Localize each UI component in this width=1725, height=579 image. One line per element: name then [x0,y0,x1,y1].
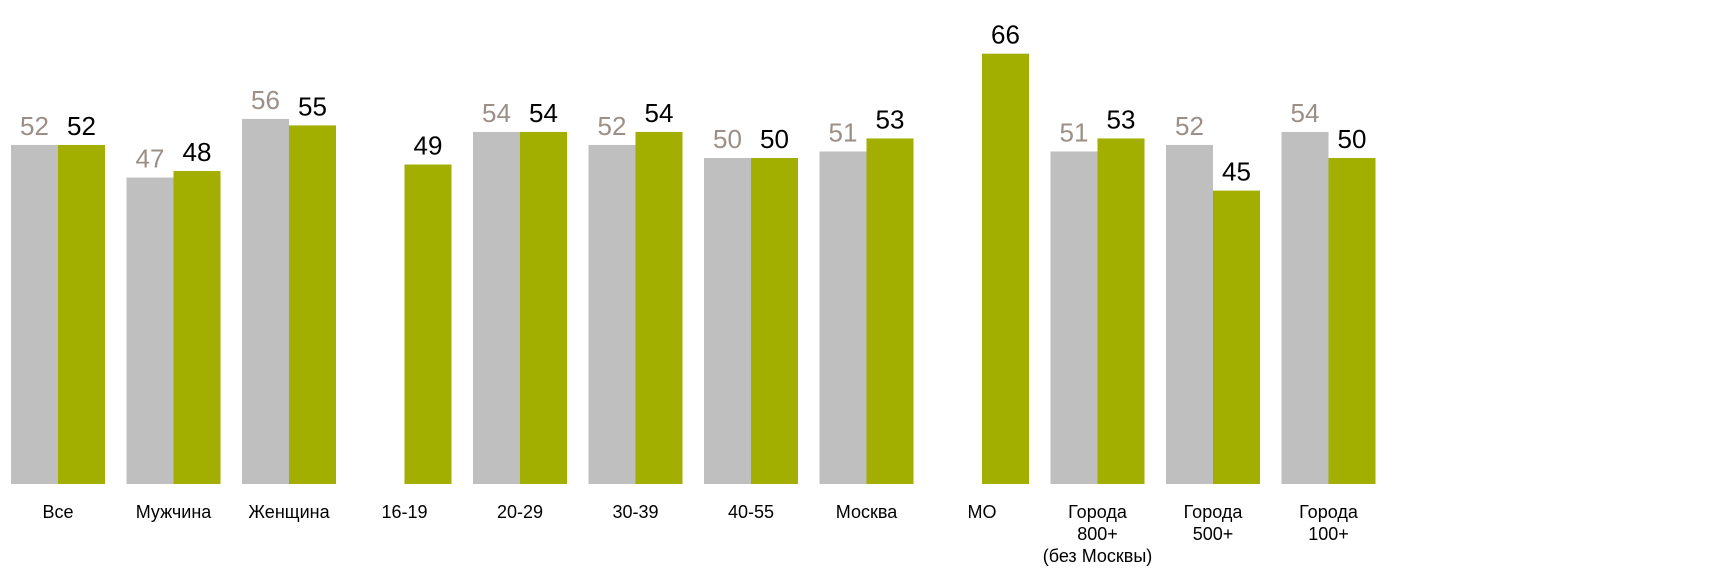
bar-region-0-series-2 [866,138,914,484]
value-label-age-2-series-2: 54 [645,98,674,128]
value-label-gender-0-series-1: 47 [136,144,165,174]
bar-region-2-series-1 [1050,151,1098,485]
bar-age-1-series-1 [473,131,520,485]
bar-age-2-series-1 [588,144,636,484]
category-label-gender-0-line-0: Мужчина [136,502,213,522]
category-label-region-0-line-0: Москва [836,502,898,522]
value-label-region-0-series-2: 53 [876,104,905,134]
category-label-region-3-line-0: Города [1184,502,1244,522]
category-label-region-3-line-1: 500+ [1193,524,1234,544]
bar-region-4-series-1 [1281,131,1329,485]
category-label-region-1-line-0: МО [968,502,997,522]
category-label-gender-1-line-0: Женщина [248,502,330,522]
bar-region-3-series-1 [1166,144,1213,484]
bar-age-3-series-2 [751,158,798,484]
bar-total-0-series-1 [11,144,58,484]
value-label-gender-0-series-2: 48 [183,137,212,167]
category-labels-layer: Все Мужчина Женщина 16-19 20-29 30-39 40-55 Мос… [42,502,1358,566]
value-label-region-1-series-2: 66 [991,20,1020,50]
bar-age-2-series-2 [635,131,683,485]
value-label-region-4-series-1: 54 [1291,98,1320,128]
category-label-region-4-line-1: 100+ [1308,524,1349,544]
value-label-age-1-series-2: 54 [529,98,558,128]
bar-region-2-series-2 [1097,138,1145,484]
category-label-age-2-line-0: 30-39 [612,502,658,522]
bar-total-0-series-2 [58,144,105,484]
bar-gender-1-series-1 [242,118,289,484]
bar-region-0-series-1 [819,151,867,485]
bar-gender-0-series-2 [173,171,221,485]
value-label-age-3-series-2: 50 [760,124,789,154]
value-label-region-3-series-2: 45 [1222,157,1251,187]
value-label-region-2-series-1: 51 [1060,117,1089,147]
category-label-age-3-line-0: 40-55 [728,502,774,522]
bar-gender-0-series-1 [126,177,174,484]
value-label-age-0-series-2: 49 [414,131,443,161]
category-label-age-0-line-0: 16-19 [381,502,427,522]
value-label-gender-1-series-1: 56 [251,85,280,115]
bar-age-1-series-2 [520,131,567,485]
value-label-region-2-series-2: 53 [1107,104,1136,134]
value-label-gender-1-series-2: 55 [298,91,327,121]
value-label-region-4-series-2: 50 [1338,124,1367,154]
category-label-region-2-line-2: (без Москвы) [1043,546,1153,566]
bar-region-1-series-2 [982,53,1029,485]
bars-layer [11,53,1376,485]
value-label-region-0-series-1: 51 [829,117,858,147]
value-label-age-2-series-1: 52 [598,111,627,141]
value-label-total-0-series-2: 52 [67,111,96,141]
bar-age-0-series-2 [404,164,452,484]
value-labels-layer: 52 52 47 48 56 55 49 54 54 52 54 50 50 51 53 66 51 53 52 45… [20,20,1366,187]
category-label-age-1-line-0: 20-29 [497,502,543,522]
bar-age-3-series-1 [704,158,751,484]
value-label-age-1-series-1: 54 [482,98,511,128]
category-label-total-0-line-0: Все [42,502,73,522]
value-label-total-0-series-1: 52 [20,111,49,141]
bar-gender-1-series-2 [289,125,336,485]
value-label-age-3-series-1: 50 [713,124,742,154]
bar-region-4-series-2 [1328,158,1376,484]
bar-region-3-series-2 [1213,190,1260,484]
value-label-region-3-series-1: 52 [1175,111,1204,141]
category-label-region-4-line-0: Города [1299,502,1359,522]
category-label-region-2-line-1: 800+ [1077,524,1118,544]
category-label-region-2-line-0: Города [1068,502,1128,522]
